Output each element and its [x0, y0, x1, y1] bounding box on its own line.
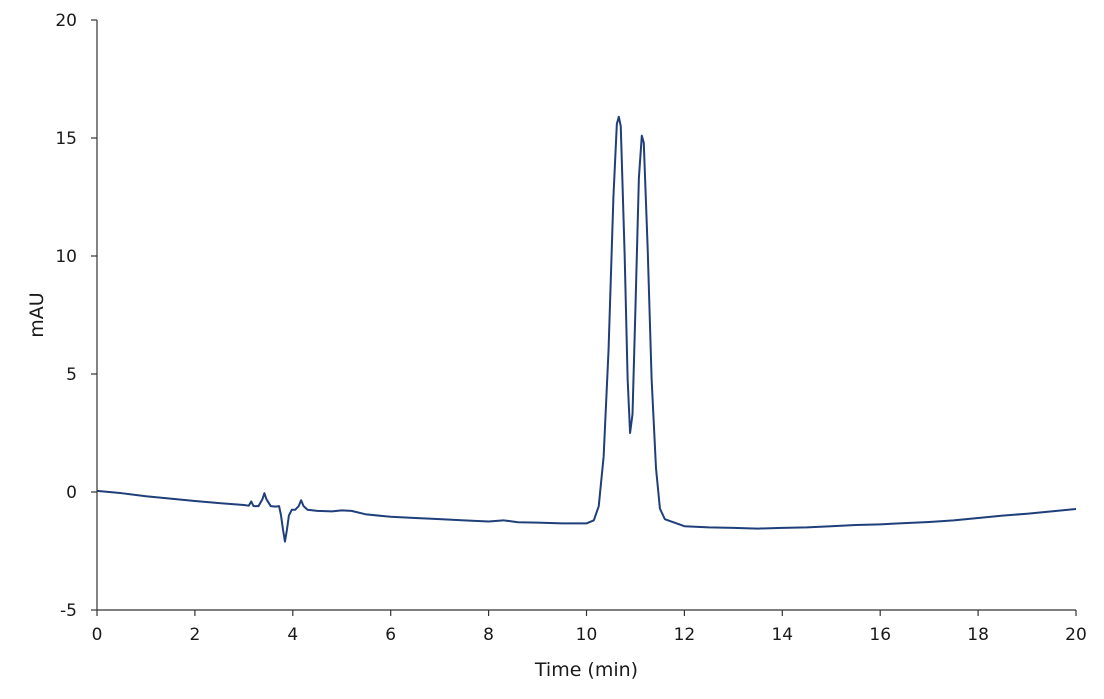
- x-tick-label: 0: [92, 625, 103, 645]
- x-tick-label: 20: [1065, 625, 1087, 645]
- plot-area: [96, 115, 1077, 543]
- x-tick-label: 8: [483, 625, 494, 645]
- x-tick-label: 6: [385, 625, 396, 645]
- y-tick-label: 15: [55, 129, 77, 149]
- chromatogram-trace-line: [96, 115, 1077, 543]
- x-tick-label: 2: [189, 625, 200, 645]
- y-tick-label: 5: [66, 365, 77, 385]
- x-tick-label: 18: [967, 625, 989, 645]
- x-tick-label: 4: [287, 625, 298, 645]
- y-tick-label: 10: [55, 247, 77, 267]
- x-tick-label: 10: [576, 625, 598, 645]
- y-axis-title: mAU: [26, 292, 48, 337]
- y-tick-label: -5: [60, 601, 77, 621]
- x-axis-ticks: 0 2 4 6 8 10 12 14 16 18 20: [92, 610, 1087, 645]
- y-tick-label: 0: [66, 483, 77, 503]
- x-tick-label: 16: [869, 625, 891, 645]
- x-tick-label: 14: [771, 625, 793, 645]
- y-axis-ticks: -5 0 5 10 15 20: [55, 11, 97, 621]
- x-tick-label: 12: [674, 625, 696, 645]
- x-axis-title: Time (min): [534, 659, 638, 681]
- y-tick-label: 20: [55, 11, 77, 31]
